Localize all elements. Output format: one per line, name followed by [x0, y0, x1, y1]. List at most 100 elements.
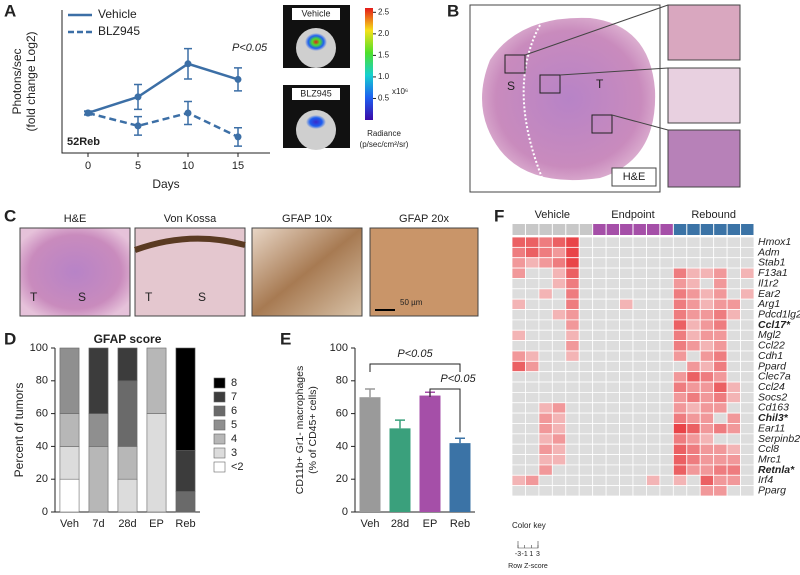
heatmap-cell — [511, 309, 526, 321]
heatmap-cell — [551, 464, 567, 476]
heatmap-cell — [619, 360, 634, 373]
y-axis-label: (% of CD45+ cells) — [307, 386, 319, 474]
heatmap-cell — [565, 464, 580, 476]
group-bar — [620, 224, 633, 235]
heatmap-cell — [592, 485, 607, 497]
bar-segment — [88, 347, 109, 414]
heatmap-cell — [740, 391, 755, 404]
region-label: S — [198, 290, 206, 304]
heatmap-cell — [699, 236, 715, 248]
row-label: Il1r2 — [758, 277, 779, 289]
heatmap-cell — [565, 340, 580, 352]
heatmap-cell — [592, 391, 607, 404]
group-bar — [660, 224, 673, 235]
heatmap-cell — [726, 485, 741, 497]
heatmap-cell — [646, 371, 661, 383]
y-tick-label: 100 — [30, 342, 48, 354]
heatmap-cell — [565, 267, 580, 279]
heatmap-cell — [565, 454, 580, 466]
heatmap-cell — [565, 329, 580, 341]
heatmap-cell — [538, 309, 553, 321]
heatmap-cell — [646, 278, 661, 290]
bli-signal — [305, 33, 327, 51]
legend-swatch — [213, 419, 226, 431]
heatmap-cell — [605, 433, 620, 445]
heatmap-cell — [525, 474, 540, 487]
heatmap-cell — [632, 340, 647, 352]
heatmap-cell — [699, 278, 715, 290]
group-bar — [673, 224, 687, 235]
heatmap-cell — [565, 319, 580, 331]
zoom-image — [667, 129, 741, 188]
row-label: Pparg — [758, 485, 786, 497]
data-point — [234, 75, 242, 83]
group-label: Endpoint — [611, 209, 654, 221]
heatmap-cell — [699, 402, 715, 414]
heatmap-cell — [619, 267, 634, 279]
colorbar-tick-label: 0.5 — [378, 94, 390, 103]
row-label: Ear2 — [758, 288, 780, 300]
y-tick-label: 60 — [36, 408, 48, 420]
heatmap-cell — [646, 360, 661, 373]
row-label: Cd163 — [758, 402, 789, 414]
heatmap-cell — [578, 423, 594, 435]
heatmap-cell — [551, 298, 567, 310]
heatmap-cell — [511, 298, 526, 310]
heatmap-cell — [740, 246, 755, 259]
heatmap-cell — [525, 443, 540, 455]
heatmap-cell — [740, 267, 755, 279]
heatmap-cell — [646, 485, 661, 497]
heatmap-cell — [525, 360, 540, 373]
x-tick-label: 28d — [391, 518, 409, 530]
heatmap-cell — [672, 381, 688, 393]
heatmap-cell — [740, 278, 755, 290]
heatmap-cell — [699, 246, 715, 259]
row-label: Chil3* — [758, 412, 789, 424]
data-point — [234, 133, 242, 141]
heatmap-cell — [592, 288, 607, 300]
heatmap-cell — [511, 464, 526, 476]
row-label: F13a1 — [758, 267, 788, 279]
heatmap-cell — [619, 443, 634, 455]
heatmap-cell — [659, 412, 674, 424]
y-tick-label: 20 — [336, 473, 348, 485]
x-axis-label: Days — [152, 177, 179, 191]
heatmap-cell — [551, 257, 567, 269]
row-label: Arg1 — [757, 298, 780, 310]
heatmap-cell — [646, 454, 661, 466]
heatmap-cell — [578, 485, 594, 497]
inset-label: BLZ945 — [300, 88, 332, 98]
annotation: P<0.05 — [397, 348, 433, 360]
heatmap-cell — [672, 423, 688, 435]
heatmap-cell — [619, 485, 634, 497]
heatmap-cell — [686, 381, 701, 393]
heatmap-cell — [511, 412, 526, 424]
heatmap-cell — [740, 474, 755, 487]
heatmap-cell — [699, 454, 715, 466]
heatmap-cell — [672, 257, 688, 269]
heatmap-cell — [551, 443, 567, 455]
heatmap-cell — [740, 309, 755, 321]
heatmap-cell — [551, 454, 567, 466]
heatmap-cell — [565, 298, 580, 310]
heatmap-cell — [632, 257, 647, 269]
heatmap-cell — [578, 371, 594, 383]
color-key-tick-label: -1 — [522, 551, 528, 558]
heatmap-cell — [713, 423, 728, 435]
heatmap-cell — [605, 288, 620, 300]
heatmap-cell — [592, 329, 607, 341]
heatmap-cell — [699, 267, 715, 279]
heatmap-cell — [659, 298, 674, 310]
heatmap-cell — [565, 360, 580, 373]
heatmap-cell — [538, 433, 553, 445]
heatmap-cell — [713, 381, 728, 393]
panel-letter: E — [280, 329, 291, 348]
heatmap-cell — [565, 246, 580, 259]
bar-segment — [117, 347, 138, 382]
heatmap-cell — [646, 319, 661, 331]
heatmap-cell — [726, 391, 741, 404]
heatmap-cell — [726, 329, 741, 341]
heatmap-cell — [686, 391, 701, 404]
heatmap-cell — [538, 360, 553, 373]
heatmap-cell — [538, 288, 553, 300]
